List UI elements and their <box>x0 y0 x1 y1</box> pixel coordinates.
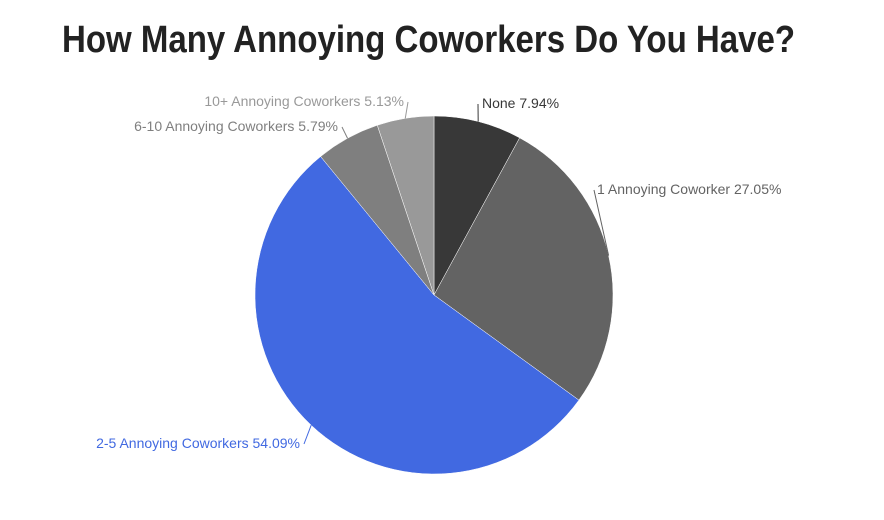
data-label: 2-5 Annoying Coworkers 54.09% <box>96 435 300 451</box>
label-value: 27.05% <box>734 181 781 197</box>
leader-line <box>341 126 348 139</box>
pie-slice <box>254 156 580 475</box>
data-label: 10+ Annoying Coworkers 5.13% <box>204 93 404 109</box>
label-category: 6-10 Annoying Coworkers <box>134 118 294 134</box>
data-label: 6-10 Annoying Coworkers 5.79% <box>134 118 338 134</box>
label-value: 5.13% <box>364 93 404 109</box>
data-label: None 7.94% <box>482 95 559 111</box>
label-category: None <box>482 95 516 111</box>
leader-line <box>404 101 409 119</box>
label-value: 7.94% <box>519 95 559 111</box>
leader-line <box>593 189 610 256</box>
label-category: 1 Annoying Coworker <box>597 181 730 197</box>
pie-slice <box>433 115 520 296</box>
label-category: 2-5 Annoying Coworkers <box>96 435 249 451</box>
data-label: 1 Annoying Coworker 27.05% <box>597 181 781 197</box>
label-value: 5.79% <box>298 118 338 134</box>
leader-line <box>303 425 312 445</box>
label-category: 10+ Annoying Coworkers <box>204 93 360 109</box>
label-value: 54.09% <box>253 435 300 451</box>
chart-title: How Many Annoying Coworkers Do You Have? <box>62 19 795 61</box>
pie-slice <box>433 137 614 401</box>
